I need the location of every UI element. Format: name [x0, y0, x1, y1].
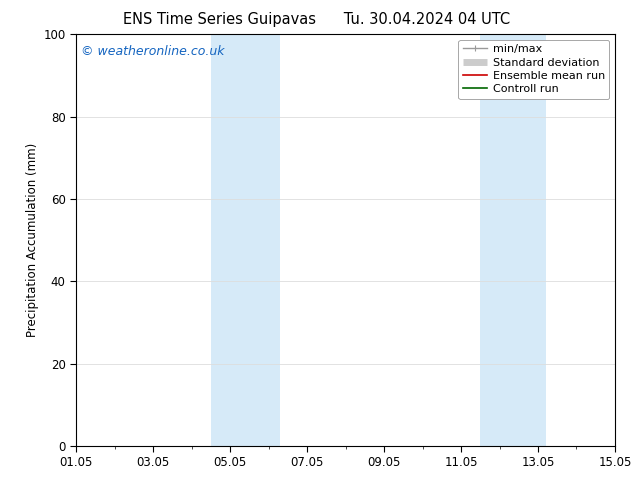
Text: ENS Time Series Guipavas      Tu. 30.04.2024 04 UTC: ENS Time Series Guipavas Tu. 30.04.2024 …: [124, 12, 510, 27]
Y-axis label: Precipitation Accumulation (mm): Precipitation Accumulation (mm): [26, 143, 39, 337]
Text: © weatheronline.co.uk: © weatheronline.co.uk: [81, 45, 225, 58]
Bar: [210, 34, 280, 446]
Legend: min/max, Standard deviation, Ensemble mean run, Controll run: min/max, Standard deviation, Ensemble me…: [458, 40, 609, 99]
Bar: [480, 34, 546, 446]
